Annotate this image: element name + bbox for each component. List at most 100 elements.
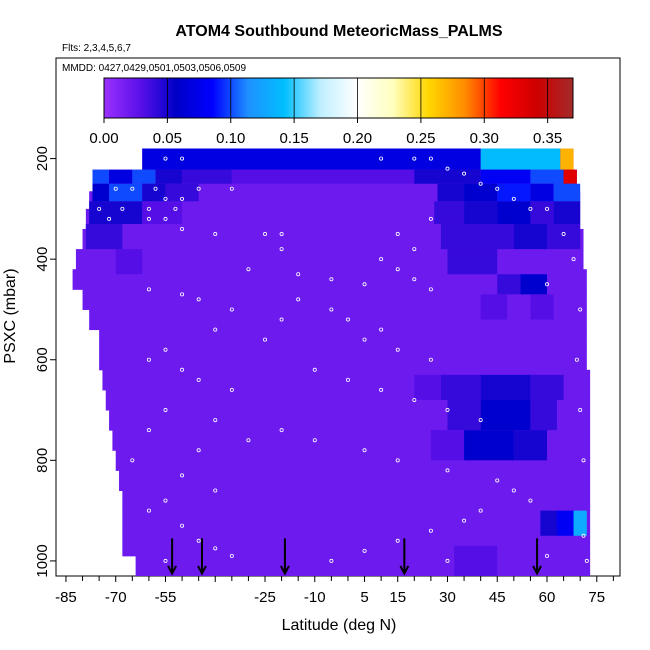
x-axis-label: Latitude (deg N)	[282, 617, 397, 634]
heatmap-cell	[414, 169, 481, 184]
heatmap-cell	[530, 399, 557, 431]
sample-marker	[571, 257, 576, 262]
sample-marker	[428, 357, 433, 362]
colorbar-tick-label: 0.30	[470, 130, 499, 147]
heatmap-cell	[530, 201, 554, 224]
sample-marker	[462, 518, 467, 523]
sample-marker	[196, 377, 201, 382]
colorbar-tick-label: 0.00	[89, 130, 118, 147]
heatmap-cell	[513, 223, 548, 250]
x-tick-label: 75	[588, 589, 605, 606]
sample-marker	[528, 206, 533, 211]
colorbar: 0.00 0.05 0.10 0.15 0.20 0.25 0.30 0.35	[89, 77, 574, 147]
x-tick-label: 15	[389, 589, 406, 606]
heatmap-cell	[464, 430, 514, 461]
heatmap-cell	[497, 201, 531, 224]
x-axis: -85 -70 -55 -25 -10 5 15 30 45 60 75	[55, 576, 614, 606]
colorbar-tick-label: 0.25	[406, 130, 435, 147]
sample-marker	[163, 347, 168, 352]
sample-marker	[395, 232, 400, 237]
heatmap-cell	[155, 169, 183, 184]
heatmap-cell	[92, 169, 110, 184]
coverage-band	[135, 555, 591, 576]
sample-marker	[80, 156, 85, 161]
markers-layer	[73, 156, 589, 563]
sample-marker	[163, 196, 168, 201]
sample-marker	[412, 247, 417, 252]
latitude-arrow	[280, 538, 290, 576]
heatmap-cell	[440, 374, 481, 400]
sample-marker	[180, 226, 185, 231]
sample-marker	[362, 548, 367, 553]
x-tick-label: 45	[489, 589, 506, 606]
arrow-head	[532, 565, 542, 576]
sample-marker	[574, 357, 579, 362]
sample-marker	[478, 508, 483, 513]
sample-marker	[581, 533, 586, 538]
x-tick-label: 5	[360, 589, 368, 606]
sample-marker	[329, 277, 334, 282]
sample-marker	[495, 186, 500, 191]
sample-marker	[146, 428, 151, 433]
arrow-head	[167, 565, 178, 576]
coverage-band	[75, 249, 584, 270]
heatmap-cell	[434, 201, 465, 224]
sample-marker	[395, 267, 400, 272]
y-tick-label: 600	[34, 347, 51, 372]
chart-title: ATOM4 Southbound MeteoricMass_PALMS	[175, 23, 502, 40]
sample-marker	[329, 558, 334, 563]
sample-marker	[163, 408, 168, 413]
cells-layer	[85, 148, 587, 576]
heatmap-cell	[464, 201, 498, 224]
sample-marker	[229, 387, 234, 392]
arrow-head	[280, 565, 290, 576]
sample-marker	[395, 538, 400, 543]
heatmap-cell	[182, 169, 232, 184]
colorbar-ticks: 0.00 0.05 0.10 0.15 0.20 0.25 0.30 0.35	[89, 78, 562, 147]
sample-marker	[196, 186, 201, 191]
sample-marker	[279, 428, 284, 433]
sample-marker	[561, 232, 566, 237]
colorbar-tick-label: 0.05	[153, 130, 182, 147]
sample-marker	[213, 418, 218, 423]
sample-marker	[180, 292, 185, 297]
heatmap-cell	[497, 274, 521, 295]
arrow-head	[197, 565, 207, 576]
sample-marker	[120, 206, 125, 211]
heatmap-cell	[454, 545, 498, 576]
heatmap-cell	[563, 169, 577, 184]
sample-marker	[279, 247, 284, 252]
latitude-arrow	[197, 538, 207, 576]
heatmap-cell	[513, 430, 548, 461]
sample-marker	[130, 458, 135, 463]
heatmap-cell	[447, 249, 498, 275]
sample-marker	[279, 317, 284, 322]
colorbar-tick-label: 0.15	[280, 130, 309, 147]
sample-marker	[73, 186, 78, 191]
sample-marker	[196, 538, 201, 543]
heatmap-cell	[132, 169, 156, 184]
y-axis: 200 400 600 800 1000	[34, 146, 56, 578]
sample-marker	[581, 458, 586, 463]
sample-marker	[146, 287, 151, 292]
heatmap-cell	[109, 183, 143, 202]
sample-marker	[263, 232, 268, 237]
sample-marker	[545, 553, 550, 558]
sample-marker	[428, 287, 433, 292]
sample-marker	[153, 186, 158, 191]
sample-marker	[445, 166, 450, 171]
sample-marker	[180, 367, 185, 372]
coverage-band	[99, 329, 587, 351]
sample-marker	[173, 206, 178, 211]
heatmap-cell	[480, 294, 508, 320]
sample-marker	[163, 216, 168, 221]
heatmap-cell	[142, 148, 481, 170]
dates-label: MMDD: 0427,0429,0501,0503,0506,0509	[62, 63, 246, 74]
sample-marker	[130, 156, 135, 161]
latitude-arrow	[167, 538, 178, 576]
sample-marker	[196, 448, 201, 453]
heatmap-cell	[142, 183, 166, 202]
sample-marker	[545, 206, 550, 211]
heatmap-cell	[530, 374, 564, 400]
sample-marker	[163, 156, 168, 161]
